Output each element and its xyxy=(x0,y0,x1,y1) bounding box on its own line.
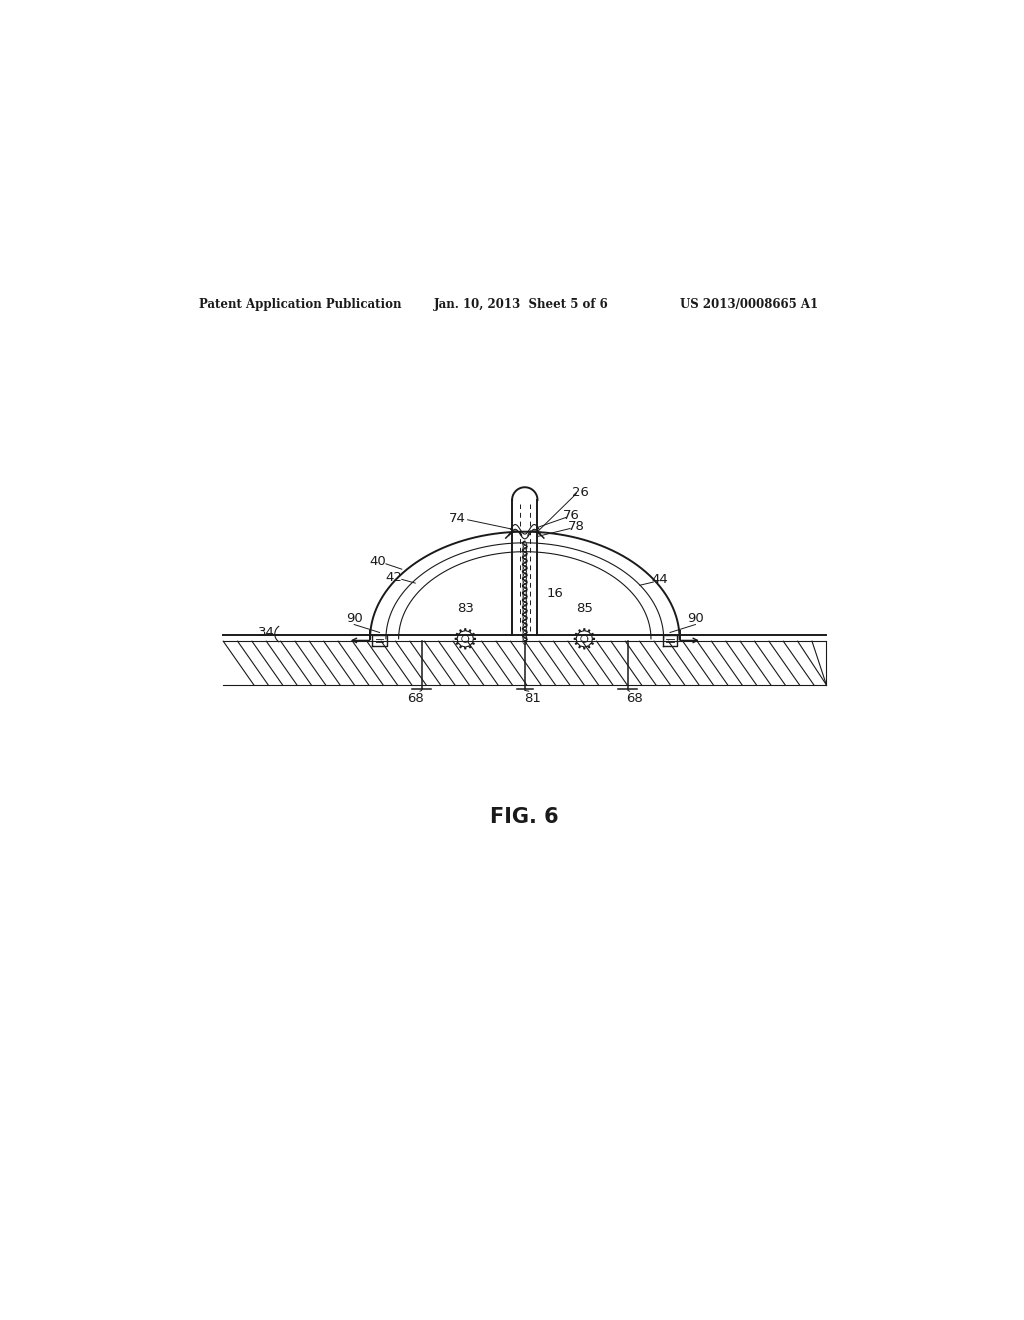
Text: 16: 16 xyxy=(547,587,563,601)
Text: 26: 26 xyxy=(572,486,589,499)
Text: Jan. 10, 2013  Sheet 5 of 6: Jan. 10, 2013 Sheet 5 of 6 xyxy=(433,298,608,312)
Text: 34: 34 xyxy=(258,626,275,639)
Text: 44: 44 xyxy=(651,573,668,586)
Text: 42: 42 xyxy=(385,572,402,585)
Text: 83: 83 xyxy=(457,602,474,615)
Text: US 2013/0008665 A1: US 2013/0008665 A1 xyxy=(680,298,818,312)
Text: 85: 85 xyxy=(575,602,593,615)
Text: Patent Application Publication: Patent Application Publication xyxy=(200,298,402,312)
Text: 68: 68 xyxy=(407,692,424,705)
Text: 90: 90 xyxy=(346,612,362,626)
Text: 76: 76 xyxy=(562,510,580,523)
Text: 40: 40 xyxy=(370,556,386,568)
Text: 68: 68 xyxy=(626,692,643,705)
Text: FIG. 6: FIG. 6 xyxy=(490,808,559,828)
Text: 81: 81 xyxy=(524,692,541,705)
Text: 90: 90 xyxy=(687,612,703,626)
Text: 78: 78 xyxy=(568,520,585,533)
Text: 74: 74 xyxy=(449,512,466,524)
